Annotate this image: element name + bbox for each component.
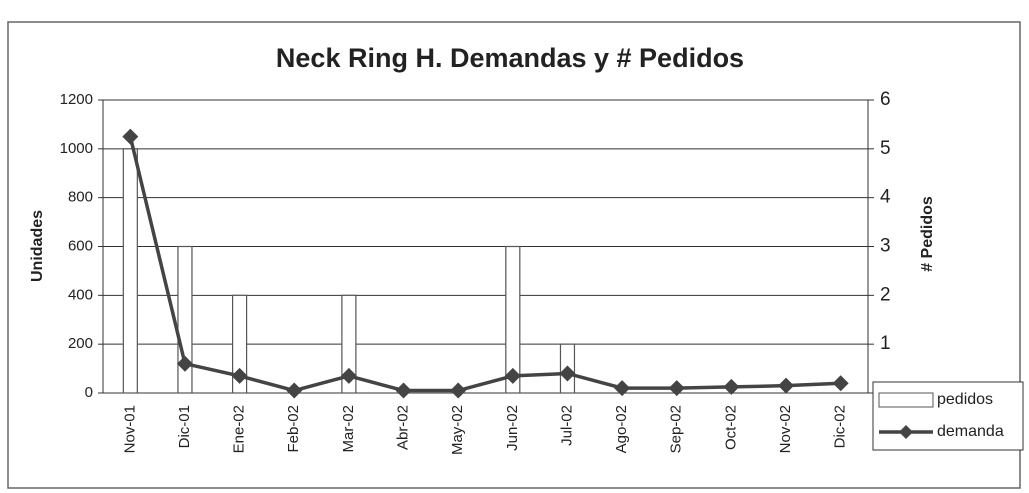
- y2-tick-label: 3: [880, 236, 891, 257]
- x-tick-label: Nov-02: [777, 405, 794, 453]
- x-tick-label: May-02: [449, 405, 466, 455]
- y2-tick-label: 4: [880, 187, 891, 208]
- marker: [504, 367, 521, 384]
- x-tick-label: Ago-02: [613, 405, 630, 453]
- line: [128, 136, 841, 393]
- bar: [505, 245, 521, 394]
- x-tick-label: Jul-02: [558, 405, 575, 446]
- marker: [614, 380, 631, 397]
- y-tick-label: 1200: [60, 91, 93, 108]
- x-tick-label: Mar-02: [340, 405, 357, 453]
- marker: [340, 367, 357, 384]
- bar: [122, 148, 138, 394]
- legend-swatch: [878, 392, 934, 408]
- y2-axis-label: # Pedidos: [919, 196, 936, 272]
- legend-label: demanda: [937, 423, 1004, 440]
- x-tick-label: Oct-02: [722, 405, 739, 450]
- x-tick-label: Abr-02: [395, 405, 412, 450]
- legend-marker: [899, 425, 913, 439]
- x-tick-label: Ene-02: [231, 405, 248, 453]
- marker: [122, 128, 139, 145]
- y-tick-label: 200: [68, 335, 93, 352]
- x-tick-label: Jun-02: [504, 405, 521, 451]
- marker: [231, 367, 248, 384]
- y-tick-label: 800: [68, 189, 93, 206]
- x-tick-label: Dic-02: [832, 405, 849, 448]
- marker: [450, 382, 467, 399]
- marker: [668, 380, 685, 397]
- bar: [232, 294, 248, 394]
- marker: [559, 365, 576, 382]
- y-tick-label: 1000: [60, 140, 93, 157]
- y-axis-label: Unidades: [29, 210, 46, 282]
- x-tick-label: Feb-02: [285, 405, 302, 453]
- marker: [778, 377, 795, 394]
- marker: [395, 382, 412, 399]
- y-tick-label: 600: [68, 237, 93, 254]
- y2-tick-label: 6: [880, 89, 891, 110]
- x-tick-label: Nov-01: [121, 405, 138, 453]
- marker: [176, 355, 193, 372]
- marker: [286, 382, 303, 399]
- y2-tick-label: 1: [880, 333, 891, 354]
- legend-label: pedidos: [937, 391, 993, 408]
- y2-tick-label: 2: [880, 284, 891, 305]
- y-tick-label: 0: [85, 384, 93, 401]
- y2-tick-label: 5: [880, 138, 891, 159]
- x-tick-label: Sep-02: [668, 405, 685, 453]
- chart-title: Neck Ring H. Demandas y # Pedidos: [276, 43, 744, 73]
- marker: [832, 375, 849, 392]
- x-tick-label: Dic-01: [176, 405, 193, 448]
- y-tick-label: 400: [68, 286, 93, 303]
- marker: [723, 378, 740, 395]
- bar: [341, 294, 357, 394]
